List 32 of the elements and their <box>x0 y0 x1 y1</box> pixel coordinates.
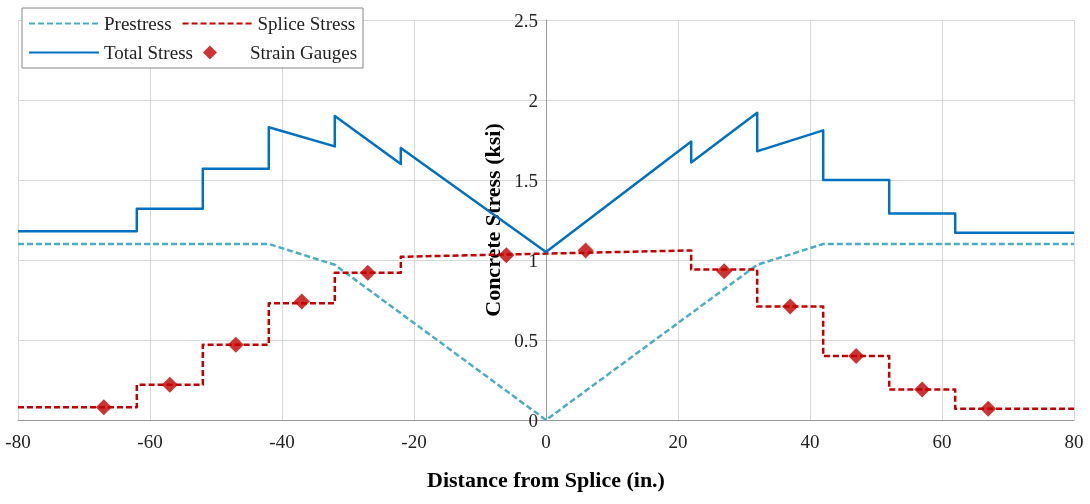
y-tick-label: 2 <box>528 89 538 111</box>
x-tick-label: 60 <box>932 431 952 452</box>
y-tick-label: 0 <box>528 409 538 431</box>
point <box>95 399 112 416</box>
point <box>914 381 931 398</box>
legend-label: Prestress <box>104 13 172 34</box>
x-axis-title: Distance from Splice (in.) <box>427 466 665 492</box>
x-tick-label: -60 <box>137 431 163 452</box>
x-tick-label: 20 <box>668 431 688 452</box>
legend-label: Total Stress <box>104 42 193 63</box>
point <box>359 264 376 281</box>
x-tick-label: 80 <box>1064 431 1084 452</box>
y-tick-label: 2.5 <box>514 9 538 31</box>
x-tick-label: -20 <box>401 431 427 452</box>
y-axis-title: Concrete Stress (ksi) <box>479 123 505 317</box>
point <box>716 263 733 280</box>
point <box>980 400 997 417</box>
point <box>161 376 178 393</box>
y-tick-label: 1.5 <box>514 169 538 191</box>
y-tick-label: 1 <box>528 249 538 271</box>
legend-label: Strain Gauges <box>249 42 358 63</box>
x-tick-label: 40 <box>800 431 820 452</box>
point <box>782 298 799 315</box>
y-tick-label: 0.5 <box>514 329 538 351</box>
point <box>227 336 244 353</box>
point <box>848 348 865 364</box>
x-tick-label: -40 <box>269 431 295 452</box>
x-tick-label: 0 <box>541 431 551 452</box>
point <box>577 242 594 259</box>
x-tick-label: -80 <box>5 431 31 452</box>
legend-label: Splice Stress <box>257 13 356 34</box>
point <box>293 293 310 310</box>
